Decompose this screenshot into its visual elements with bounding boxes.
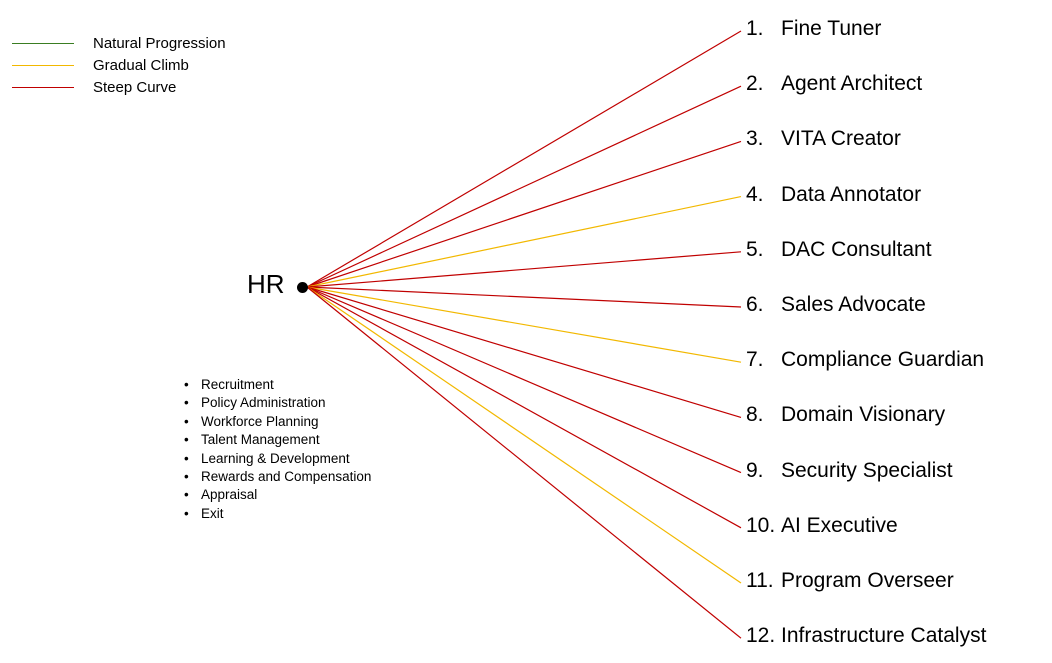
root-node-label: HR — [247, 269, 285, 299]
role-item: 12. Infrastructure Catalyst — [746, 622, 986, 650]
hr-function-item: Rewards and Compensation — [184, 468, 371, 487]
role-label: Agent Architect — [781, 72, 923, 96]
role-item: 9. Security Specialist — [746, 457, 953, 485]
role-label: VITA Creator — [781, 127, 901, 151]
legend-label: Gradual Climb — [93, 57, 189, 74]
role-label: Fine Tuner — [781, 17, 882, 40]
role-number: 11. — [746, 569, 774, 592]
role-number: 1. — [746, 17, 764, 40]
role-number: 9. — [746, 458, 764, 482]
role-number: 3. — [746, 127, 764, 151]
role-item: 4. Data Annotator — [746, 181, 921, 209]
hr-function-item: Workforce Planning — [184, 413, 371, 432]
connector-line-steep — [306, 286, 742, 639]
legend-item-gradual: Gradual Climb — [12, 56, 252, 76]
role-item: 10. AI Executive — [746, 512, 898, 540]
role-number: 5. — [746, 237, 764, 261]
role-label: Infrastructure Catalyst — [781, 624, 987, 648]
hr-function-item: Learning & Development — [184, 450, 371, 469]
legend-item-steep: Steep Curve — [12, 78, 252, 98]
legend-label: Steep Curve — [93, 79, 177, 96]
role-label: Program Overseer — [781, 569, 954, 592]
legend-swatch-gradual — [12, 65, 74, 66]
connector-line-steep — [306, 286, 742, 308]
connector-line-steep — [306, 286, 742, 474]
legend-item-natural: Natural Progression — [12, 34, 252, 54]
role-label: Compliance Guardian — [781, 348, 985, 372]
root-node-dot — [297, 282, 308, 293]
role-item: 8. Domain Visionary — [746, 401, 945, 429]
role-item: 6. Sales Advocate — [746, 291, 926, 319]
role-number: 12. — [746, 624, 776, 648]
role-item: 2. Agent Architect — [746, 70, 922, 98]
role-label: DAC Consultant — [781, 237, 932, 261]
hr-function-item: Appraisal — [184, 486, 371, 505]
legend-swatch-natural — [12, 43, 74, 44]
connector-line-steep — [306, 30, 742, 288]
role-label: Data Annotator — [781, 182, 922, 206]
connector-line-steep — [306, 286, 742, 529]
role-number: 6. — [746, 293, 764, 316]
hr-functions-list: RecruitmentPolicy AdministrationWorkforc… — [184, 376, 371, 524]
connector-line-steep — [306, 140, 742, 288]
connector-line-gradual — [306, 286, 742, 584]
role-item: 1. Fine Tuner — [746, 15, 881, 43]
role-number: 10. — [746, 513, 776, 537]
connector-line-steep — [306, 85, 742, 288]
connector-line-steep — [306, 251, 742, 288]
role-number: 4. — [746, 182, 764, 206]
hr-function-item: Recruitment — [184, 376, 371, 395]
legend-swatch-steep — [12, 87, 74, 88]
role-item: 5. DAC Consultant — [746, 236, 932, 264]
hr-function-item: Policy Administration — [184, 394, 371, 413]
role-number: 8. — [746, 403, 764, 427]
connector-line-gradual — [306, 286, 742, 363]
role-label: Domain Visionary — [781, 403, 946, 427]
role-item: 11. Program Overseer — [746, 567, 954, 595]
connector-line-steep — [306, 286, 742, 418]
role-number: 7. — [746, 348, 764, 372]
hr-function-item: Exit — [184, 505, 371, 524]
hr-function-item: Talent Management — [184, 431, 371, 450]
legend-label: Natural Progression — [93, 35, 226, 52]
role-label: Security Specialist — [781, 458, 953, 482]
role-label: AI Executive — [781, 513, 898, 537]
role-label: Sales Advocate — [781, 293, 926, 316]
role-number: 2. — [746, 72, 764, 96]
connector-line-gradual — [306, 196, 742, 288]
role-item: 3. VITA Creator — [746, 125, 901, 153]
role-item: 7. Compliance Guardian — [746, 346, 984, 374]
